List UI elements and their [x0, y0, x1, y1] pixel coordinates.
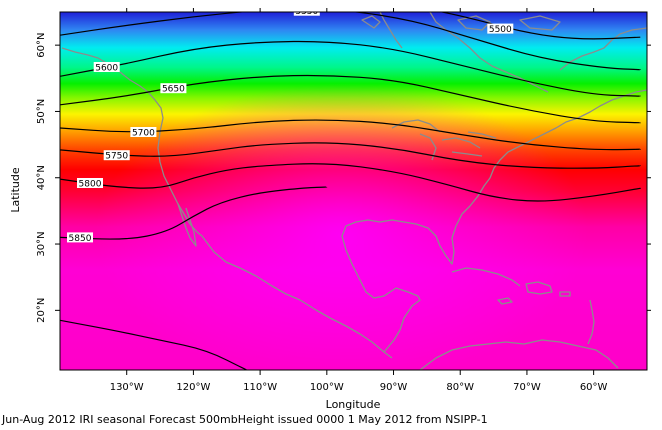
puerto-rico: [559, 291, 571, 297]
y-tick-label: 40°N: [36, 165, 47, 190]
x-tick-label: 110°W: [243, 382, 277, 393]
map-frame: [59, 11, 648, 371]
x-tick-label: 70°W: [513, 382, 541, 393]
x-axis-label: Longitude: [326, 398, 381, 411]
contour-lines: 5500 5550 5600 5650 5700 5750 5800 5850: [60, 7, 641, 370]
y-axis-label: Latitude: [9, 167, 22, 213]
height-field-maximum: [60, 12, 647, 370]
contour-5750: [60, 142, 641, 169]
contour-5900: [60, 319, 248, 370]
contour-label-5700: 5700: [132, 129, 155, 139]
x-tick-label: 60°W: [580, 382, 608, 393]
y-tick-label: 30°N: [36, 231, 47, 256]
contour-label-bg: [160, 83, 187, 94]
contour-5800: [60, 163, 641, 202]
canadian-islands: [361, 15, 561, 31]
coastline-central-america: [299, 295, 421, 359]
contour-label-bg: [103, 150, 130, 161]
great-lakes: [391, 119, 497, 161]
contour-5600: [60, 40, 641, 97]
coastline-gulf: [341, 213, 463, 299]
contour-5500: [439, 12, 641, 40]
coastline-south-america: [419, 339, 619, 370]
contour-label-5500: 5500: [489, 25, 512, 35]
hispaniola: [525, 281, 553, 295]
x-tick-label: 80°W: [446, 382, 474, 393]
contour-label-5750: 5750: [105, 152, 128, 162]
x-tick-label: 130°W: [110, 382, 144, 393]
contour-label-5800: 5800: [79, 180, 102, 190]
lesser-antilles: [587, 299, 595, 345]
coastline-baja: [177, 203, 197, 247]
contour-label-5600: 5600: [95, 64, 118, 74]
jamaica: [497, 297, 513, 305]
y-axis: 20°N 30°N 40°N 50°N 60°N: [36, 32, 651, 323]
contour-5850: [60, 186, 328, 240]
contour-label-5550: 5550: [295, 7, 318, 17]
map-caption: Jun-Aug 2012 IRI seasonal Forecast 500mb…: [2, 413, 488, 426]
contour-5550: [60, 12, 641, 71]
contour-label-5850: 5850: [69, 234, 92, 244]
contour-label-bg: [130, 127, 157, 137]
contour-label-bg: [487, 23, 514, 34]
y-tick-label: 60°N: [36, 32, 47, 57]
cuba: [451, 267, 521, 287]
contour-label-5650: 5650: [162, 85, 185, 95]
x-tick-label: 100°W: [310, 382, 344, 393]
coastline-east: [461, 89, 647, 215]
contour-5650: [60, 74, 641, 124]
contour-label-bg: [93, 62, 120, 72]
contour-label-bg: [77, 178, 103, 188]
x-axis: 130°W 120°W 110°W 100°W 90°W 80°W 70°W 60°W: [110, 8, 608, 393]
x-tick-label: 90°W: [380, 382, 408, 393]
y-tick-label: 20°N: [36, 298, 47, 323]
x-tick-label: 120°W: [176, 382, 210, 393]
y-tick-label: 50°N: [36, 99, 47, 124]
contour-label-bg: [67, 232, 93, 243]
coastline-labrador: [559, 27, 647, 71]
contour-label-bg: [293, 12, 320, 16]
